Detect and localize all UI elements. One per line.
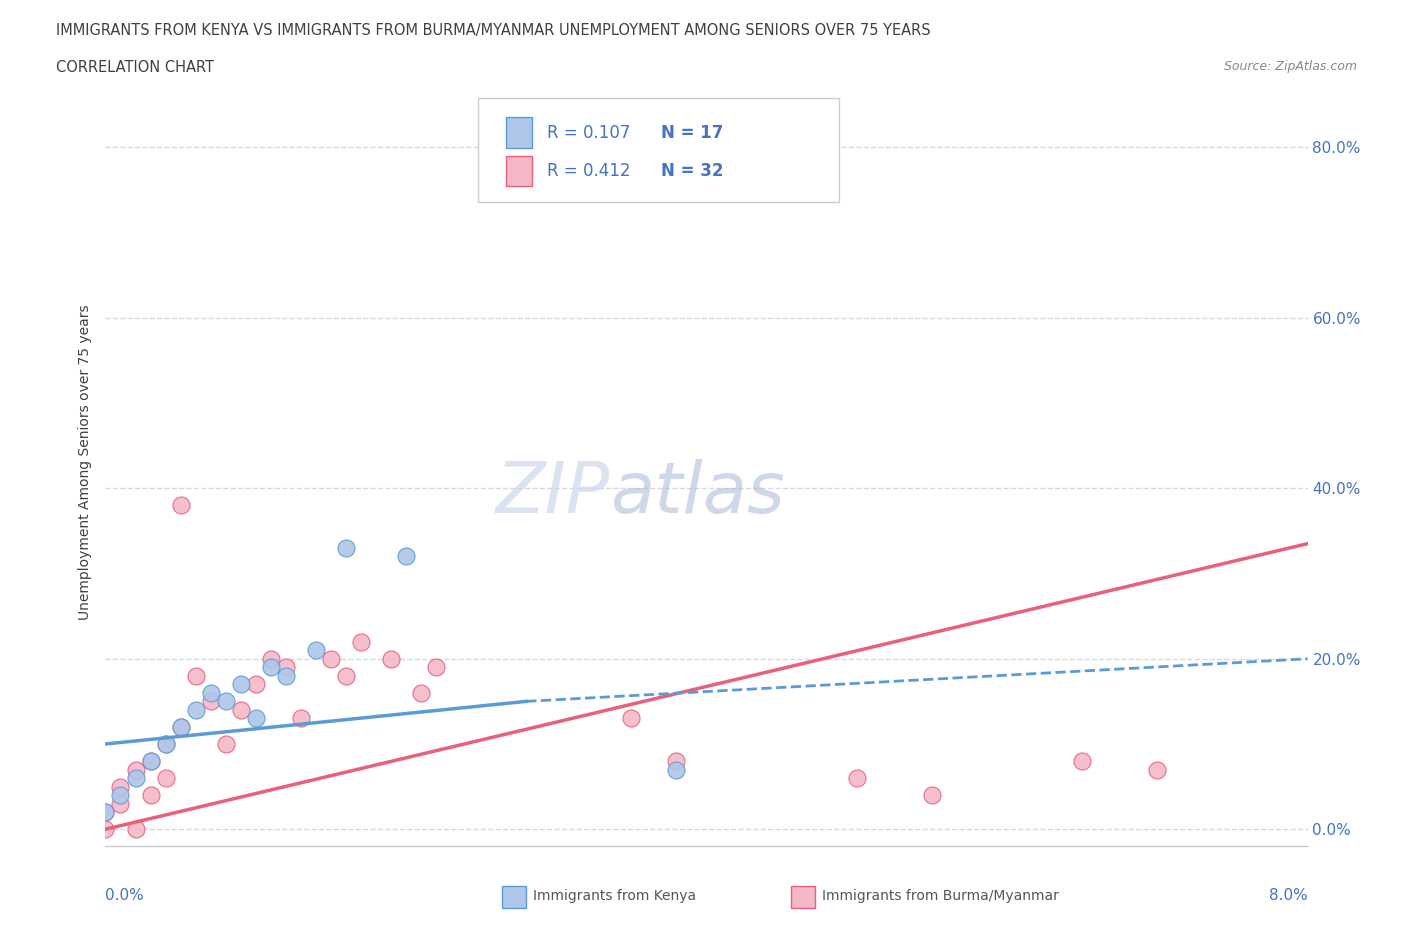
Point <box>139 788 162 803</box>
Text: R = 0.107: R = 0.107 <box>547 124 630 141</box>
Text: Source: ZipAtlas.com: Source: ZipAtlas.com <box>1223 60 1357 73</box>
Point <box>409 685 432 700</box>
FancyBboxPatch shape <box>502 886 526 908</box>
Point <box>395 549 418 564</box>
Text: R = 0.412: R = 0.412 <box>547 162 630 180</box>
Point <box>184 702 207 717</box>
Point <box>229 702 252 717</box>
Point <box>155 737 177 751</box>
Point <box>1146 763 1168 777</box>
FancyBboxPatch shape <box>790 886 814 908</box>
Text: 0.0%: 0.0% <box>105 888 145 904</box>
Point <box>139 753 162 768</box>
Text: CORRELATION CHART: CORRELATION CHART <box>56 60 214 75</box>
Point <box>425 660 447 675</box>
Text: 8.0%: 8.0% <box>1268 888 1308 904</box>
Point <box>155 737 177 751</box>
Point <box>245 711 267 726</box>
Point <box>124 771 146 786</box>
Point <box>94 804 117 819</box>
Point <box>380 651 402 666</box>
Point <box>169 720 191 735</box>
Point <box>169 498 191 512</box>
Point <box>200 685 222 700</box>
Point <box>1071 753 1094 768</box>
Point <box>274 669 297 684</box>
Point <box>110 796 132 811</box>
Point <box>260 660 283 675</box>
Point <box>305 643 328 658</box>
Point <box>245 677 267 692</box>
Point <box>214 694 236 709</box>
Point <box>139 753 162 768</box>
Text: Immigrants from Kenya: Immigrants from Kenya <box>533 889 696 903</box>
Point <box>260 651 283 666</box>
Point <box>110 788 132 803</box>
Point <box>124 763 146 777</box>
Point <box>620 711 643 726</box>
FancyBboxPatch shape <box>478 99 839 202</box>
Point <box>94 822 117 837</box>
Text: atlas: atlas <box>610 458 785 528</box>
Point <box>169 720 191 735</box>
Point <box>155 771 177 786</box>
Point <box>319 651 342 666</box>
Point <box>665 753 688 768</box>
FancyBboxPatch shape <box>506 156 533 187</box>
Point <box>290 711 312 726</box>
Point <box>200 694 222 709</box>
Text: N = 32: N = 32 <box>661 162 723 180</box>
Text: IMMIGRANTS FROM KENYA VS IMMIGRANTS FROM BURMA/MYANMAR UNEMPLOYMENT AMONG SENIOR: IMMIGRANTS FROM KENYA VS IMMIGRANTS FROM… <box>56 23 931 38</box>
Point <box>110 779 132 794</box>
Point <box>229 677 252 692</box>
Point <box>335 540 357 555</box>
Point <box>845 771 868 786</box>
Point <box>274 660 297 675</box>
Point <box>665 763 688 777</box>
Point <box>921 788 943 803</box>
Text: ZIP: ZIP <box>496 458 610 528</box>
Point <box>124 822 146 837</box>
Point <box>350 634 373 649</box>
Text: Immigrants from Burma/Myanmar: Immigrants from Burma/Myanmar <box>823 889 1059 903</box>
Point <box>184 669 207 684</box>
Y-axis label: Unemployment Among Seniors over 75 years: Unemployment Among Seniors over 75 years <box>79 305 93 620</box>
FancyBboxPatch shape <box>506 117 533 148</box>
Point <box>335 669 357 684</box>
Point <box>214 737 236 751</box>
Point <box>94 804 117 819</box>
Text: N = 17: N = 17 <box>661 124 723 141</box>
